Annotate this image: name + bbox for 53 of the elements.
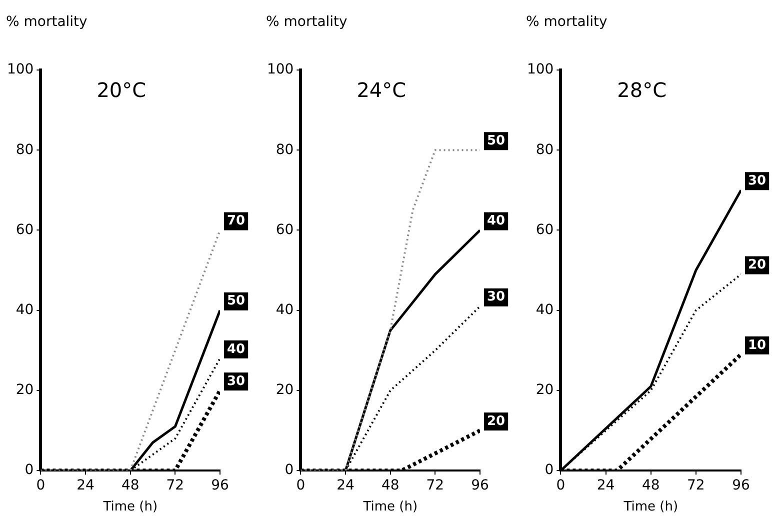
y-tick-label: 100	[6, 62, 34, 78]
y-axis-title: % mortality	[266, 14, 348, 30]
x-tick-label: 48	[381, 478, 400, 494]
series-label: 30	[748, 174, 766, 189]
text: 24°C	[356, 78, 406, 102]
x-tick-label: 0	[556, 478, 566, 494]
text: 20°C	[96, 78, 146, 102]
y-tick-label: 60	[276, 222, 294, 238]
series-label: 70	[227, 214, 246, 229]
y-tick-label: 0	[284, 462, 294, 478]
y-tick-label: 20	[536, 382, 554, 398]
x-axis-title: Time (h)	[362, 500, 418, 515]
y-tick-label: 80	[536, 142, 554, 158]
x-tick-label: 0	[36, 478, 46, 494]
y-axis-title: % mortality	[526, 14, 608, 30]
x-tick-label: 72	[166, 478, 184, 494]
x-tick-label: 24	[336, 478, 355, 494]
x-axis-title: Time (h)	[622, 500, 678, 515]
y-tick-label: 40	[276, 302, 294, 318]
y-tick-label: 80	[276, 142, 294, 158]
y-tick-label: 60	[536, 222, 554, 238]
y-tick-label: 20	[16, 382, 34, 398]
y-tick-label: 80	[16, 142, 34, 158]
series-label: 10	[748, 338, 766, 353]
y-tick-label: 20	[276, 382, 294, 398]
y-tick-label: 0	[24, 462, 34, 478]
x-tick-label: 72	[426, 478, 444, 494]
series-label: 50	[227, 294, 246, 309]
x-tick-label: 96	[732, 478, 750, 494]
y-tick-label: 100	[266, 62, 294, 78]
y-tick-label: 60	[16, 222, 34, 238]
x-tick-label: 48	[642, 478, 660, 494]
text: 28°C	[617, 78, 667, 102]
y-tick-label: 100	[526, 62, 554, 78]
legend-label: 30	[227, 374, 246, 389]
x-tick-label: 0	[296, 478, 306, 494]
series-label: 20	[487, 414, 506, 429]
y-axis-title: % mortality	[6, 14, 88, 30]
series-label: 50	[487, 133, 506, 148]
y-tick-label: 40	[536, 302, 554, 318]
series-label: 20	[748, 258, 766, 273]
y-tick-label: 40	[16, 302, 34, 318]
series-label: 40	[487, 214, 506, 229]
x-axis-title: Time (h)	[102, 500, 158, 515]
series-label: 40	[227, 342, 246, 357]
x-tick-label: 48	[121, 478, 140, 494]
series-label: 30	[487, 290, 506, 305]
x-tick-label: 96	[471, 478, 489, 494]
x-tick-label: 72	[687, 478, 705, 494]
x-tick-label: 24	[596, 478, 615, 494]
x-tick-label: 24	[76, 478, 95, 494]
y-tick-label: 0	[544, 462, 554, 478]
x-tick-label: 96	[211, 478, 229, 494]
